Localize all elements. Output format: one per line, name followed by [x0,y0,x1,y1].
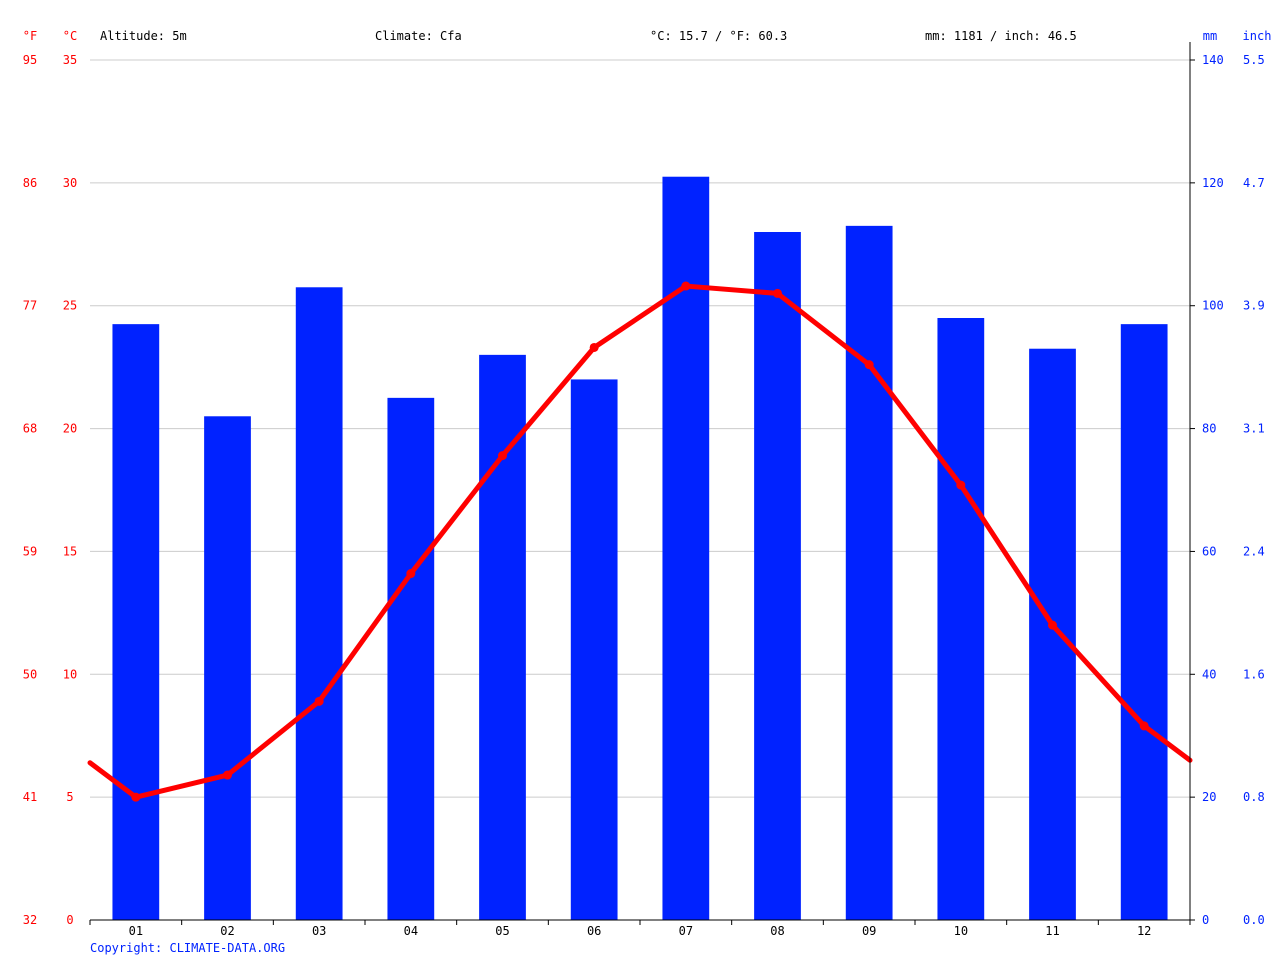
temperature-point [314,696,324,706]
temperature-point [1048,620,1057,630]
month-tick-label: 01 [129,924,143,938]
fahrenheit-tick-label: 68 [23,422,37,436]
climate-label: Climate: Cfa [375,29,462,43]
mm-tick-label: 60 [1202,544,1216,558]
precipitation-bar [204,416,251,920]
precipitation-bar [754,232,801,920]
fahrenheit-tick-label: 41 [23,790,37,804]
precipitation-bar [387,397,435,920]
month-tick-label: 02 [220,924,234,938]
temperature-point [589,342,599,352]
fahrenheit-tick-label: 32 [23,913,37,927]
fahrenheit-unit-label: °F [23,29,37,43]
precipitation-bar [845,225,893,920]
mm-tick-label: 100 [1202,299,1224,313]
y-tick-labels: 32 0 41 5 50 10 59 15 68 20 77 25 86 30 95 35 0 0.0 20 0.8 4… [23,53,1265,927]
temperature-point [406,569,416,579]
mm-tick-label: 80 [1202,422,1216,436]
precipitation-bar [1120,324,1168,921]
celsius-tick-label: 15 [63,544,77,558]
celsius-tick-label: 10 [63,667,77,681]
fahrenheit-tick-label: 59 [23,544,37,558]
mm-tick-label: 140 [1202,53,1224,67]
mm-unit-label: mm [1203,29,1217,43]
month-tick-label: 10 [954,924,968,938]
mm-tick-label: 0 [1202,913,1209,927]
celsius-unit-label: °C [63,29,77,43]
inch-unit-label: inch [1243,29,1272,43]
temperature-point [681,281,691,291]
month-tick-label: 03 [312,924,326,938]
temperature-point [773,288,782,298]
temperature-line [87,281,1193,802]
mm-tick-label: 20 [1202,790,1216,804]
average-temperature-label: °C: 15.7 / °F: 60.3 [650,29,787,43]
temperature-line-path [87,283,1193,800]
gridlines [90,59,1190,798]
inch-tick-label: 3.1 [1243,422,1265,436]
copyright-link[interactable]: Copyright: CLIMATE-DATA.ORG [90,941,285,955]
mm-tick-label: 120 [1202,176,1224,190]
inch-tick-label: 2.4 [1243,544,1265,558]
celsius-tick-label: 35 [63,53,77,67]
fahrenheit-tick-label: 95 [23,53,37,67]
temperature-point [864,360,874,370]
precipitation-bar [937,318,985,920]
mm-tick-label: 40 [1202,667,1216,681]
celsius-tick-label: 20 [63,422,77,436]
precipitation-bar [112,324,160,921]
celsius-tick-label: 30 [63,176,77,190]
fahrenheit-tick-label: 50 [23,667,37,681]
month-tick-label: 12 [1137,924,1151,938]
celsius-tick-label: 5 [66,790,73,804]
month-tick-label: 11 [1045,924,1059,938]
precipitation-bar [1029,348,1076,920]
altitude-label: Altitude: 5m [100,29,187,43]
month-tick-label: 06 [587,924,601,938]
fahrenheit-tick-label: 86 [23,176,37,190]
celsius-tick-label: 0 [66,913,73,927]
axes [89,42,1195,925]
inch-tick-label: 4.7 [1243,176,1265,190]
celsius-tick-label: 25 [63,299,77,313]
temperature-point [498,451,507,461]
inch-tick-label: 5.5 [1243,53,1265,67]
month-tick-label: 09 [862,924,876,938]
inch-tick-label: 1.6 [1243,667,1265,681]
month-tick-label: 04 [404,924,418,938]
inch-tick-label: 3.9 [1243,299,1265,313]
temperature-point [223,770,232,780]
month-tick-label: 08 [770,924,784,938]
precipitation-bar [662,176,710,920]
temperature-point [1139,721,1149,731]
precipitation-bars [112,176,1168,921]
inch-tick-label: 0.8 [1243,790,1265,804]
precipitation-bar [295,287,343,920]
precipitation-bar [479,354,526,920]
precipitation-bar [570,379,618,920]
total-precipitation-label: mm: 1181 / inch: 46.5 [925,29,1077,43]
inch-tick-label: 0.0 [1243,913,1265,927]
month-tick-label: 07 [679,924,693,938]
fahrenheit-tick-label: 77 [23,299,37,313]
temperature-point [956,480,966,490]
temperature-point [131,792,141,802]
x-tick-labels: 01 02 03 04 05 06 07 08 09 10 11 12 [129,924,1152,938]
month-tick-label: 05 [495,924,509,938]
